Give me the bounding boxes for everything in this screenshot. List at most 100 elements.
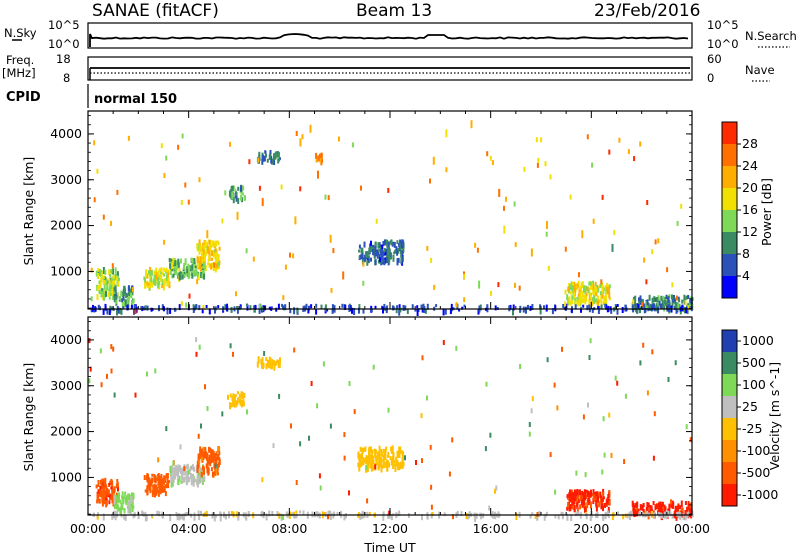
echo-speckle <box>214 463 217 469</box>
echo-cell <box>340 510 343 518</box>
echo-cell <box>380 253 383 260</box>
noise-tick-right-bottom: 10^0 <box>707 37 739 51</box>
echo-speckle <box>561 346 563 352</box>
echo-cell <box>148 484 151 490</box>
echo-speckle <box>578 272 580 278</box>
beam-title: Beam 13 <box>356 1 432 21</box>
echo-cell <box>130 304 133 309</box>
echo-cell <box>368 511 371 516</box>
echo-cell <box>384 461 387 468</box>
echo-cell <box>269 362 272 368</box>
echo-cell <box>194 268 197 273</box>
echo-cell <box>156 477 159 481</box>
echo-cell <box>665 295 668 299</box>
echo-speckle <box>421 355 424 361</box>
echo-cell <box>181 477 184 484</box>
echo-cell <box>178 304 181 311</box>
echo-cell <box>629 514 631 520</box>
echo-cell <box>581 290 584 294</box>
echo-cell <box>581 281 584 289</box>
echo-cell <box>185 480 188 486</box>
echo-speckle <box>282 295 285 301</box>
echo-cell <box>115 483 118 489</box>
echo-speckle <box>582 414 585 420</box>
echo-cell <box>371 449 374 455</box>
echo-cell <box>102 267 105 274</box>
nave-tick-top: 60 <box>707 52 722 66</box>
echo-cell <box>172 257 175 262</box>
echo-cell <box>634 502 637 508</box>
echo-cell <box>278 363 281 368</box>
echo-cell <box>100 290 103 298</box>
echo-speckle <box>188 293 191 299</box>
echo-cell <box>169 514 172 522</box>
echo-cell <box>392 254 395 262</box>
echo-cell <box>196 263 199 269</box>
echo-cell <box>582 498 585 506</box>
echo-cell <box>217 305 220 309</box>
echo-speckle <box>633 156 636 162</box>
echo-cell <box>123 301 126 308</box>
echo-cell <box>265 513 268 521</box>
echo-cell <box>275 307 278 312</box>
echo-cell <box>684 501 687 505</box>
echo-cell <box>199 256 202 261</box>
echo-cell <box>363 458 366 462</box>
echo-speckle <box>455 345 458 351</box>
echo-cell <box>650 304 653 311</box>
echo-cell <box>181 274 184 280</box>
freq-panel: Freq. [MHz] 18 8 60 0 Nave <box>2 52 775 85</box>
echo-cell <box>169 466 172 469</box>
echo-speckle <box>146 371 148 377</box>
echo-speckle <box>204 384 206 390</box>
echo-speckle <box>332 248 335 254</box>
echo-cell <box>271 511 274 516</box>
echo-cell <box>213 249 216 256</box>
echo-cell <box>575 286 578 291</box>
echo-speckle <box>667 377 670 382</box>
power-y-label: Slant Range [km] <box>21 157 36 266</box>
echo-cell <box>197 274 200 281</box>
echo-cell <box>593 290 596 297</box>
echo-cell <box>363 241 366 248</box>
echo-cell <box>213 456 216 462</box>
echo-cell <box>261 154 264 160</box>
echo-cell <box>122 498 125 505</box>
echo-cell <box>687 501 690 508</box>
echo-cell <box>236 391 239 395</box>
echo-point <box>317 170 319 179</box>
echo-cell <box>358 307 360 314</box>
echo-cell <box>158 281 161 286</box>
echo-speckle <box>278 393 281 399</box>
echo-cell <box>202 446 205 452</box>
echo-cell <box>265 153 267 158</box>
echo-cell <box>122 495 125 500</box>
echo-cell <box>186 464 189 470</box>
echo-cell <box>236 307 239 314</box>
echo-cell <box>576 299 579 307</box>
echo-speckle <box>674 360 677 366</box>
echo-cell <box>374 246 377 252</box>
echo-cell <box>196 464 199 468</box>
echo-speckle <box>680 203 683 209</box>
echo-cell <box>388 258 391 264</box>
echo-cell <box>144 305 147 311</box>
echo-cell <box>463 304 466 308</box>
echo-speckle <box>257 157 260 163</box>
echo-cell <box>261 510 264 515</box>
echo-cell <box>361 452 363 459</box>
noise-panel-frame <box>87 22 693 49</box>
echo-cell <box>200 266 202 272</box>
echo-cell <box>578 289 581 293</box>
echo-cell <box>249 305 252 311</box>
echo-cell <box>100 288 103 293</box>
echo-speckle <box>430 484 433 490</box>
echo-cell <box>595 505 598 512</box>
echo-cell <box>586 286 589 291</box>
echo-cell <box>269 151 272 156</box>
echo-cell <box>400 252 403 258</box>
echo-cell <box>214 240 217 247</box>
echo-cell <box>363 254 366 262</box>
echo-speckle <box>421 458 423 464</box>
echo-cell <box>120 292 123 296</box>
